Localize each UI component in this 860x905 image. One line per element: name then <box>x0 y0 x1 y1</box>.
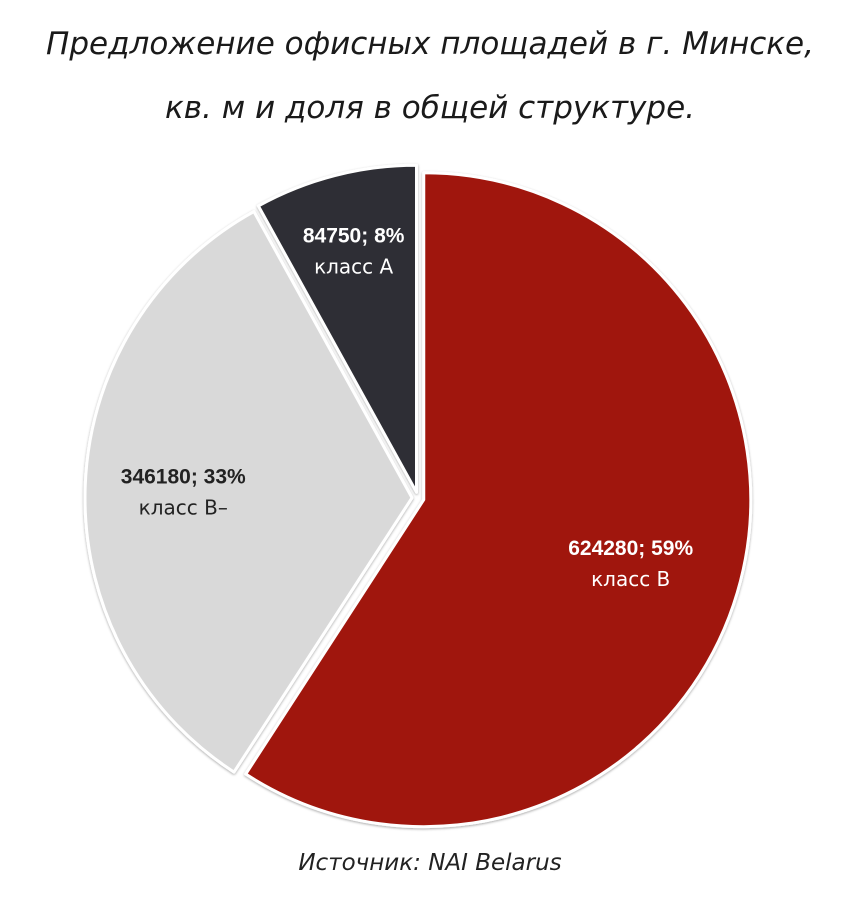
slice-category-label: класс B <box>591 567 670 591</box>
slice-value-label: 346180; 33% <box>121 466 246 489</box>
pie-slice-class-a <box>256 163 419 494</box>
pie-slice-class-b-minus <box>83 210 414 774</box>
slice-category-label: класс B– <box>139 496 228 520</box>
slice-value-label: 624280; 59% <box>568 537 693 560</box>
slice-label-class-b-minus: 346180; 33% класс B– <box>121 466 246 520</box>
chart-source: Источник: NAI Belarus <box>298 850 562 876</box>
chart-subtitle: кв. м и доля в общей структуре. <box>165 90 695 126</box>
slice-category-label: класс A <box>314 254 393 278</box>
pie-slice-class-b <box>244 171 753 829</box>
slice-label-class-b: 624280; 59% класс B <box>568 537 693 591</box>
chart-title: Предложение офисных площадей в г. Минске… <box>46 26 814 62</box>
slice-label-class-a: 84750; 8% класс A <box>303 224 405 278</box>
slice-value-label: 84750; 8% <box>303 224 405 247</box>
